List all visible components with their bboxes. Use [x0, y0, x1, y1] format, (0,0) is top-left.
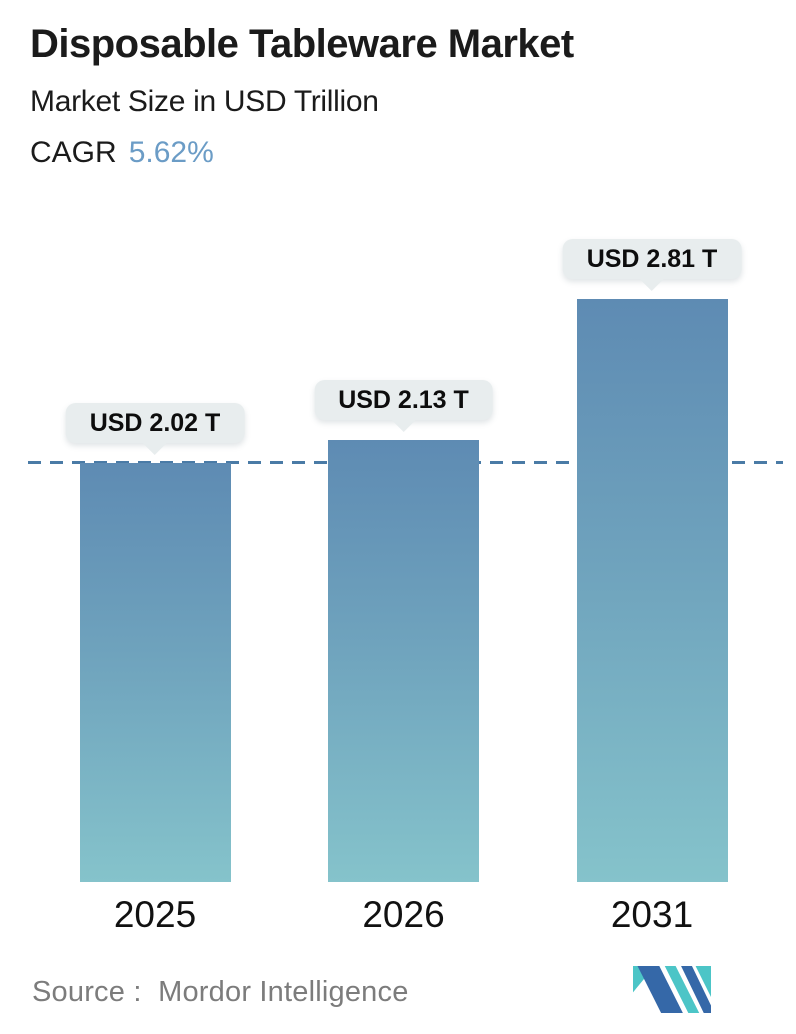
- value-bubble-2025: USD 2.02 T: [65, 403, 245, 443]
- bar-2026: [328, 440, 479, 882]
- bar-2025: [79, 463, 231, 882]
- logo-teal-band-middle: [664, 966, 700, 1013]
- bar-2031: [576, 299, 728, 882]
- chart-subtitle: Market Size in USD Trillion: [30, 85, 379, 118]
- cagr-row: CAGR 5.62%: [30, 136, 214, 170]
- cagr-value: 5.62%: [128, 136, 214, 169]
- x-axis-label-2026: 2026: [362, 894, 445, 935]
- logo-teal-triangle: [633, 966, 655, 993]
- page-title: Disposable Tableware Market: [30, 22, 574, 66]
- source-text: Source : Mordor Intelligence: [32, 976, 409, 1008]
- cagr-label: CAGR: [30, 136, 117, 169]
- mordor-intelligence-logo: [633, 966, 711, 1013]
- logo-blue-band-left: [637, 966, 683, 1013]
- logo-blue-band-right: [681, 966, 711, 1013]
- value-bubble-2031: USD 2.81 T: [562, 239, 742, 279]
- x-axis-label-2025: 2025: [113, 894, 197, 935]
- x-axis-label-2031: 2031: [610, 894, 694, 935]
- value-bubble-2026: USD 2.13 T: [314, 380, 493, 420]
